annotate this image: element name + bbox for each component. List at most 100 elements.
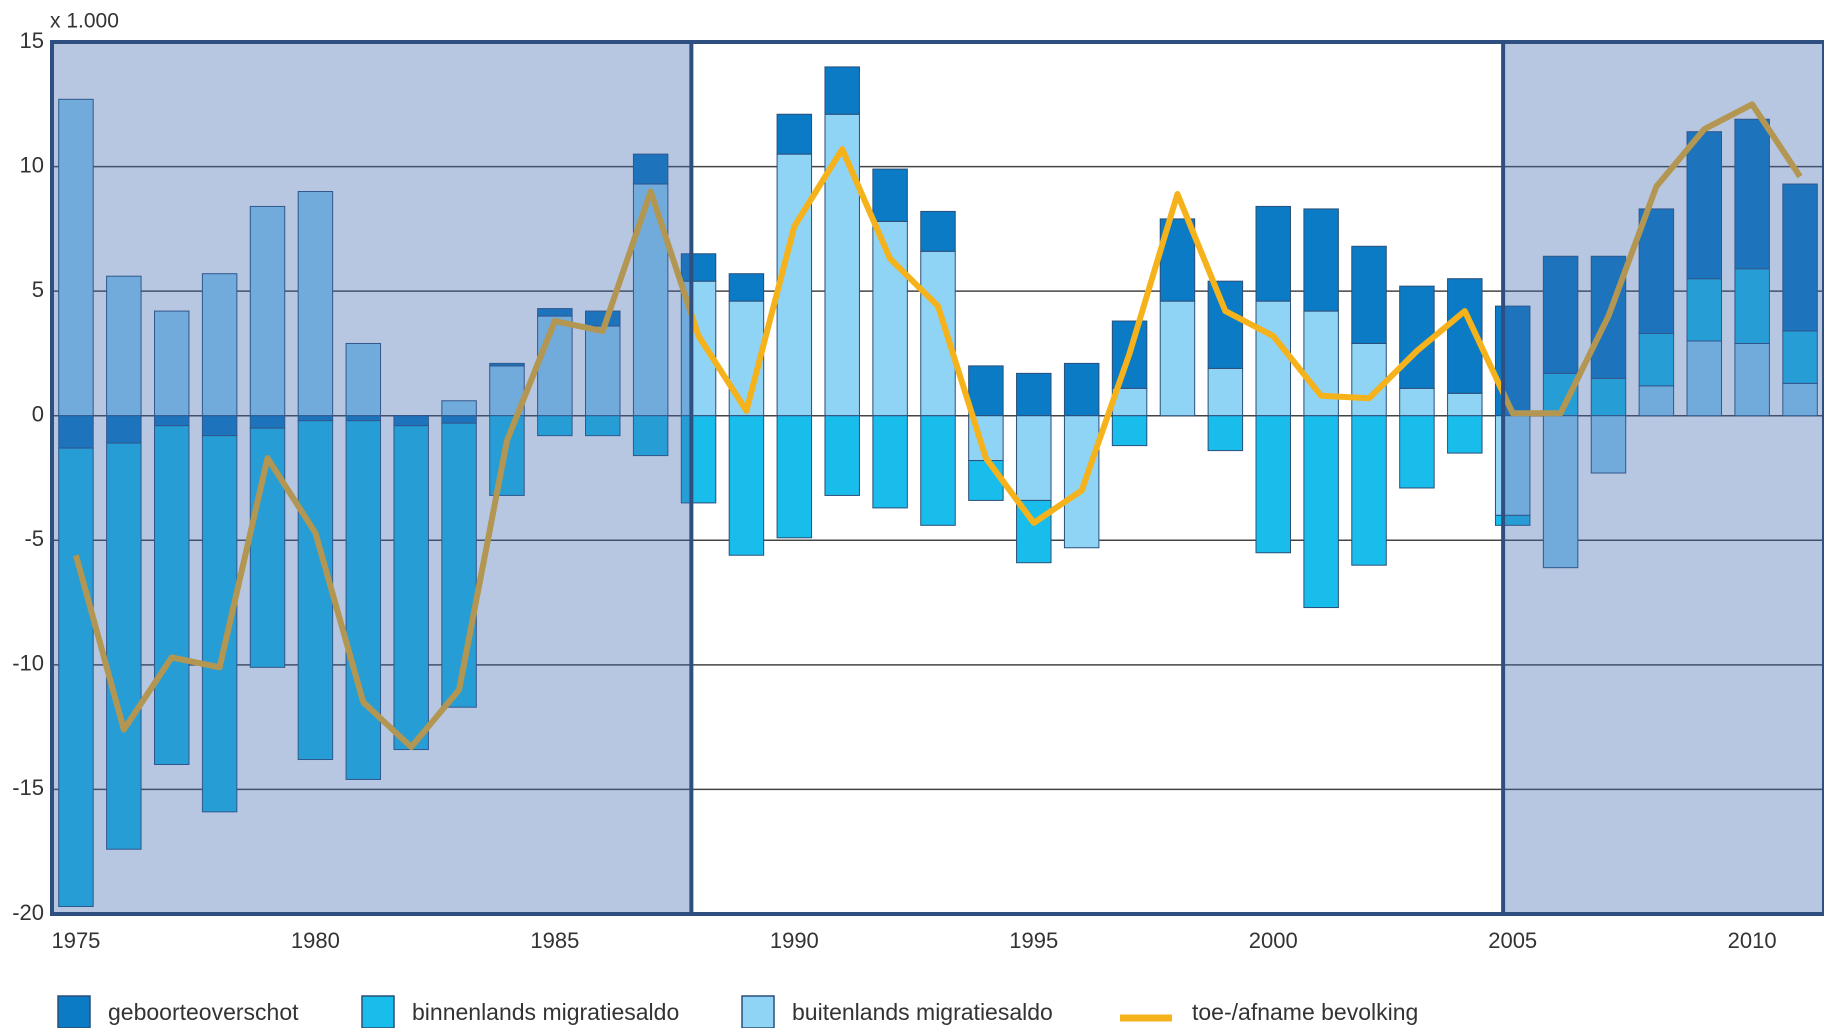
x-tick-label: 1995 (1009, 928, 1058, 953)
bar-segment (1303, 208, 1339, 312)
bar-segment (1638, 208, 1675, 334)
bar-segment (1351, 415, 1387, 566)
bar-segment (153, 425, 190, 766)
y-tick-label: -5 (24, 526, 44, 551)
bar-segment (58, 98, 94, 417)
bar-segment (920, 415, 956, 526)
bar-segment (1303, 415, 1339, 609)
bar-segment (920, 250, 956, 417)
bar-segment (345, 342, 382, 417)
x-tick-label: 1980 (291, 928, 340, 953)
bar-segment (1016, 415, 1052, 501)
bar-segment (489, 362, 525, 367)
y-tick-label: 10 (20, 152, 44, 177)
bar-segment (1255, 205, 1291, 302)
bar-segment (920, 210, 956, 252)
legend-swatch (741, 995, 775, 1028)
population-line (73, 101, 1803, 751)
bar-segment (537, 315, 573, 417)
bar-segment (1399, 387, 1435, 417)
unit-label: x 1.000 (50, 10, 119, 33)
y-tick-label: 15 (20, 28, 44, 53)
bar-segment (393, 425, 429, 751)
highlight-period (1501, 40, 1824, 916)
legend-swatch (361, 995, 395, 1028)
bar-segment (106, 275, 142, 417)
bar-segment (441, 422, 477, 708)
x-tick-label: 1990 (770, 928, 819, 953)
bar-segment (1351, 245, 1387, 344)
bar-segment (1494, 514, 1531, 526)
bar-segment (1016, 372, 1052, 417)
bar-segment (1255, 300, 1291, 417)
bar-segment (201, 273, 238, 417)
bar-segment (968, 460, 1004, 501)
x-tick-label: 2000 (1249, 928, 1298, 953)
bar-segment (537, 308, 573, 317)
bar-segment (1399, 285, 1435, 389)
x-tick-label: 2010 (1728, 928, 1777, 953)
legend-label: buitenlands migratiesaldo (792, 999, 1053, 1025)
plot-frame (50, 40, 1824, 916)
bar-segment (824, 415, 860, 496)
bar-segment (1207, 280, 1244, 369)
bar-segment (106, 442, 142, 850)
bar-segment (1303, 310, 1339, 417)
bar-segment (776, 415, 813, 539)
bar-segment (1207, 415, 1244, 452)
bar-segment (1542, 255, 1579, 374)
bar-segment (872, 415, 908, 509)
bar-segment (1447, 415, 1483, 454)
y-tick-label: -20 (12, 900, 44, 925)
bar-segment (297, 190, 334, 417)
highlight-period (50, 40, 694, 916)
bar-segment (297, 420, 334, 761)
bar-segment (872, 220, 908, 417)
bar-segment (1063, 362, 1100, 417)
bar-segment (824, 113, 860, 417)
x-tick-label: 1975 (51, 928, 100, 953)
legend-label: geboorteoverschot (108, 999, 299, 1025)
bar-segment (537, 415, 573, 437)
bar-segment (632, 153, 669, 185)
y-tick-label: 5 (32, 277, 44, 302)
bar-segment (1782, 183, 1818, 332)
bar-segment (1638, 385, 1675, 417)
bar-segment (1782, 382, 1818, 417)
bar-segment (1255, 415, 1291, 554)
bar-segment (1590, 377, 1627, 417)
bar-segment (1734, 118, 1770, 270)
bar-segment (153, 310, 190, 417)
bar-segment (776, 153, 813, 417)
bar-segment (1351, 342, 1387, 417)
bar-segment (728, 415, 765, 556)
x-tick-label: 2005 (1488, 928, 1537, 953)
bar-segment (968, 365, 1004, 417)
bar-segment (1207, 367, 1244, 417)
bar-segment (585, 415, 621, 437)
legend-label: toe-/afname bevolking (1192, 999, 1418, 1025)
bar-segment (1159, 300, 1196, 417)
bar-segment (1638, 332, 1675, 387)
y-tick-label: 0 (32, 402, 44, 427)
bar-segment (824, 66, 860, 115)
bar-segment (632, 415, 669, 457)
bar-segment (1399, 415, 1435, 489)
x-tick-label: 1985 (530, 928, 579, 953)
bar-segment (58, 447, 94, 908)
bar-segment (776, 113, 813, 155)
bar-segment (680, 253, 717, 282)
bar-segment (872, 168, 908, 222)
y-tick-label: -10 (12, 651, 44, 676)
bar-segment (1111, 415, 1148, 447)
bar-segment (728, 273, 765, 302)
bar-segment (585, 325, 621, 417)
bar-segment (1447, 392, 1483, 417)
bar-segment (345, 420, 382, 780)
bar-segment (1686, 278, 1723, 342)
legend-swatch (57, 995, 91, 1028)
bar-segment (680, 415, 717, 504)
bar-segment (1734, 342, 1770, 417)
bar-segment (1590, 415, 1627, 474)
